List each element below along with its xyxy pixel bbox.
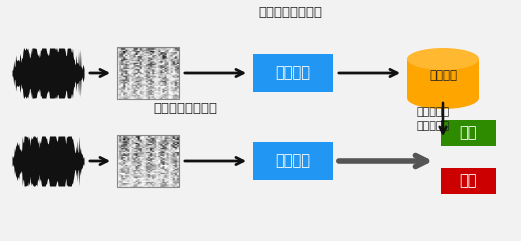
Text: 训练（建模）过程: 训练（建模）过程 (258, 7, 322, 20)
Bar (407, 59, 479, 98)
Ellipse shape (407, 87, 479, 109)
Text: 说话人身份: 说话人身份 (416, 121, 450, 131)
Ellipse shape (407, 48, 479, 70)
Text: 用户声明的: 用户声明的 (416, 107, 450, 117)
Text: 接受: 接受 (459, 126, 477, 141)
Bar (117, 135, 179, 187)
FancyBboxPatch shape (440, 120, 495, 146)
Bar (117, 47, 179, 99)
Text: 概率匹配: 概率匹配 (276, 154, 311, 168)
Text: 拒绝: 拒绝 (459, 174, 477, 188)
FancyBboxPatch shape (253, 54, 333, 92)
Text: 识别（认证）过程: 识别（认证）过程 (153, 102, 217, 115)
FancyBboxPatch shape (440, 168, 495, 194)
Text: 建模算法: 建模算法 (276, 66, 311, 80)
FancyBboxPatch shape (253, 142, 333, 180)
Text: 声纹模型: 声纹模型 (429, 69, 457, 82)
